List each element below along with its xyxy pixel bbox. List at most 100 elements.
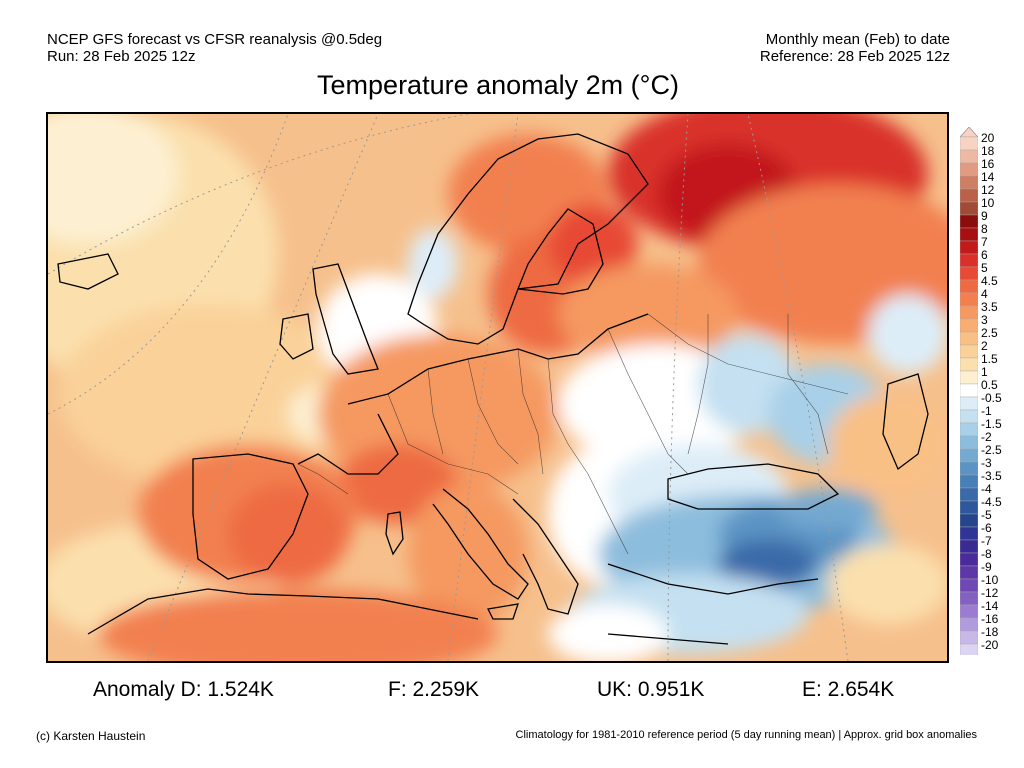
anomaly-field [48,114,947,661]
legend-label: -7 [981,534,992,548]
legend-swatch [960,422,978,437]
legend-swatch [960,409,978,424]
legend-swatch [960,266,978,281]
legend-swatch [960,643,978,655]
climatology-note: Climatology for 1981-2010 reference peri… [515,729,977,741]
map-title: Temperature anomaly 2m (°C) [317,70,679,100]
legend-label: 20 [981,131,995,145]
legend-label: 14 [981,170,995,184]
legend-label: -12 [981,586,999,600]
legend-swatch [960,292,978,307]
legend-label: -10 [981,573,999,587]
legend-label: 0.5 [981,378,998,392]
legend-swatch [960,318,978,333]
legend-swatch [960,539,978,554]
legend-label: 5 [981,261,988,275]
anomaly-e-stat: E: 2.654K [802,678,895,701]
legend-swatch [960,474,978,489]
legend-label: -4 [981,482,992,496]
legend-label: -0.5 [981,391,1002,405]
legend-label: -9 [981,560,992,574]
legend-label: 7 [981,235,988,249]
legend-swatch [960,227,978,242]
legend-swatch [960,591,978,606]
legend-swatch [960,136,978,151]
legend-colorbar [960,127,978,655]
legend-arrow-top [960,127,978,138]
legend-label: 10 [981,196,995,210]
legend-swatch [960,461,978,476]
legend-swatch [960,617,978,632]
legend-swatch [960,253,978,268]
legend-swatch [960,175,978,190]
legend-label: 4 [981,287,988,301]
anomaly-map[interactable] [46,112,949,663]
legend-label: 9 [981,209,988,223]
anomaly-f-stat: F: 2.259K [388,678,480,701]
legend-swatch [960,513,978,528]
anomaly-uk-stat: UK: 0.951K [597,678,705,701]
legend-swatch [960,396,978,411]
legend-swatch [960,279,978,294]
coastlines [57,133,929,645]
legend-label: 16 [981,157,995,171]
legend-label: -5 [981,508,992,522]
legend-swatch [960,357,978,372]
legend-label: -1.5 [981,417,1002,431]
anomaly-map-canvas [48,114,947,661]
legend-swatch [960,487,978,502]
legend-label: -18 [981,625,999,639]
legend-label: -4.5 [981,495,1002,509]
reference-date: Reference: 28 Feb 2025 12z [759,48,950,65]
period-label: Monthly mean (Feb) to date [765,31,950,48]
legend-swatch [960,201,978,216]
country-borders [297,313,849,555]
legend-label: 2.5 [981,326,998,340]
legend-swatch [960,565,978,580]
graticule [48,114,849,661]
legend-label: 18 [981,144,995,158]
legend-label: 2 [981,339,988,353]
legend-label: -1 [981,404,992,418]
legend-label: -2 [981,430,992,444]
legend-label: -3.5 [981,469,1002,483]
legend-label: -2.5 [981,443,1002,457]
legend-swatch [960,435,978,450]
legend-label: 6 [981,248,988,262]
legend-label: 12 [981,183,995,197]
legend-label: 3 [981,313,988,327]
legend-swatch [960,331,978,346]
legend-label: -3 [981,456,992,470]
legend-label: -16 [981,612,999,626]
legend-swatch [960,305,978,320]
run-date: Run: 28 Feb 2025 12z [47,48,196,65]
legend-label: 1.5 [981,352,998,366]
legend-swatch [960,370,978,385]
legend-swatch [960,149,978,164]
legend-label: -8 [981,547,992,561]
legend-label: -6 [981,521,992,535]
legend-swatch [960,383,978,398]
legend-swatch [960,162,978,177]
legend-label: 3.5 [981,300,998,314]
legend-swatch [960,500,978,515]
legend-swatch [960,344,978,359]
header-left: NCEP GFS forecast vs CFSR reanalysis @0.… [47,31,382,65]
credit-text: (c) Karsten Haustein [36,729,146,743]
legend-label: 4.5 [981,274,998,288]
legend-swatch [960,604,978,619]
legend-label: 8 [981,222,988,236]
legend-label: -20 [981,638,999,652]
legend-swatch [960,240,978,255]
legend-swatch [960,214,978,229]
model-run-title: NCEP GFS forecast vs CFSR reanalysis @0.… [47,31,383,48]
header-right: Monthly mean (Feb) to date Reference: 28… [760,31,950,65]
legend-label: 1 [981,365,988,379]
legend-swatch [960,526,978,541]
legend-swatch [960,578,978,593]
legend-swatch [960,552,978,567]
anomaly-d-stat: Anomaly D: 1.524K [93,678,274,701]
legend-swatch [960,188,978,203]
legend-swatch [960,630,978,645]
legend-label: -14 [981,599,999,613]
